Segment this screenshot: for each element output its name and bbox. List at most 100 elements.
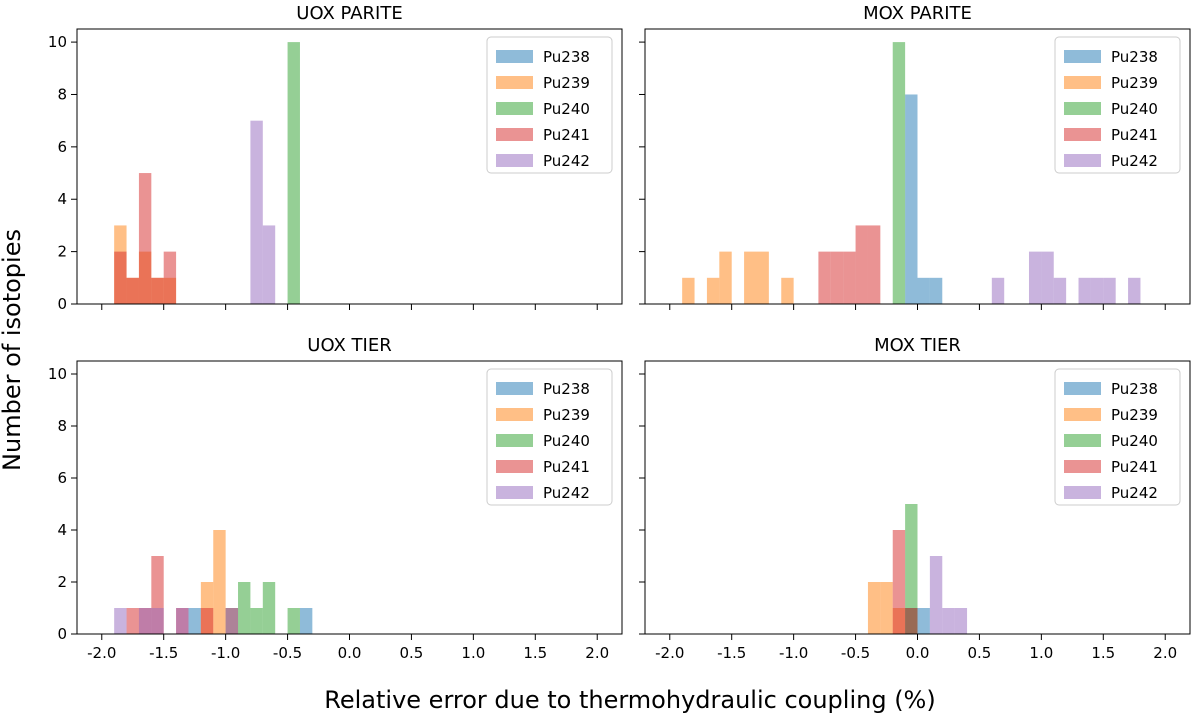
legend-swatch-pu238 (496, 382, 533, 395)
histogram-bar-pu238 (299, 608, 313, 634)
histogram-bar-pu242 (262, 225, 276, 304)
y-tick-label: 10 (48, 33, 67, 51)
figure-xlabel: Relative error due to thermohydraulic co… (324, 686, 935, 714)
histogram-bar-pu240 (238, 582, 251, 634)
legend-swatch-pu238 (496, 50, 533, 63)
x-tick-label: -1.5 (717, 644, 746, 662)
histogram-bar-pu238 (188, 608, 201, 634)
x-tick-label: -1.5 (149, 644, 178, 662)
legend-swatch-pu239 (1064, 408, 1101, 421)
y-tick-label: 8 (57, 417, 67, 435)
histogram-bar-pu242 (1078, 277, 1091, 304)
x-tick-label: -1.0 (211, 644, 240, 662)
legend-swatch-pu240 (496, 102, 533, 115)
legend-label: Pu239 (1111, 74, 1158, 92)
subplot-title: UOX PARITE (296, 3, 402, 24)
y-tick-label: 0 (57, 295, 67, 313)
y-tick-label: 0 (57, 625, 67, 643)
histogram-bar-pu242 (1028, 251, 1042, 304)
legend-swatch-pu241 (496, 460, 533, 473)
histogram-bar-pu242 (942, 608, 955, 634)
legend: Pu238 Pu239 Pu240 Pu241 Pu242 (486, 368, 613, 506)
subplot-title: MOX TIER (874, 335, 961, 356)
histogram-bar-pu242 (954, 608, 968, 634)
legend-label: Pu242 (1111, 152, 1158, 170)
legend-swatch-pu239 (496, 76, 533, 89)
histogram-bar-pu241 (114, 251, 127, 304)
legend-swatch-pu242 (496, 486, 533, 499)
y-tick-label: 2 (57, 243, 67, 261)
legend-label: Pu238 (543, 380, 590, 398)
x-tick-label: -0.5 (273, 644, 302, 662)
legend-label: Pu240 (1111, 432, 1158, 450)
legend-label: Pu241 (1111, 126, 1158, 144)
legend-label: Pu242 (543, 152, 590, 170)
legend-swatch-pu238 (1064, 50, 1101, 63)
histogram-bar-pu241 (855, 225, 868, 304)
histogram-bar-pu239 (682, 277, 695, 304)
histogram-bar-pu241 (867, 225, 881, 304)
legend-swatch-pu241 (496, 128, 533, 141)
subplot-1: UOX PARITE0246810Pu238Pu239Pu240Pu241Pu2… (48, 3, 623, 313)
legend-label: Pu242 (1111, 484, 1158, 502)
x-tick-label: 1.5 (523, 644, 547, 662)
histogram-bar-pu242 (1041, 251, 1054, 304)
legend-label: Pu242 (543, 484, 590, 502)
legend-label: Pu240 (1111, 100, 1158, 118)
histogram-bar-pu241 (126, 608, 139, 634)
y-tick-label: 8 (57, 85, 67, 103)
histogram-bar-pu242 (1090, 277, 1104, 304)
legend-label: Pu241 (543, 458, 590, 476)
histogram-bar-pu242 (176, 608, 189, 634)
histogram-bar-pu239 (867, 582, 881, 634)
legend-swatch-pu239 (1064, 76, 1101, 89)
histogram-bar-pu238 (905, 94, 918, 304)
x-tick-label: 1.0 (1029, 644, 1053, 662)
x-tick-label: -1.0 (779, 644, 808, 662)
histogram-bar-pu242 (1053, 277, 1067, 304)
legend-swatch-pu238 (1064, 382, 1101, 395)
subplot-title: UOX TIER (307, 335, 391, 356)
histogram-bar-pu241 (818, 251, 831, 304)
x-tick-label: 0.5 (968, 644, 992, 662)
y-tick-label: 4 (57, 190, 67, 208)
x-tick-label: 0.0 (906, 644, 930, 662)
histogram-bar-pu239 (756, 251, 769, 304)
legend-swatch-pu242 (496, 154, 533, 167)
histogram-bar-pu241 (843, 251, 856, 304)
subplot-2: MOX PARITE Pu238 Pu239 Pu240 Pu241 Pu242 (639, 3, 1191, 310)
histogram-bar-pu240 (262, 582, 276, 634)
legend: Pu238 Pu239 Pu240 Pu241 Pu242 (1054, 368, 1181, 506)
legend-label: Pu240 (543, 100, 590, 118)
histogram-bar-pu242 (929, 556, 943, 634)
histogram-bar-pu241 (830, 251, 844, 304)
histogram-bar-pu242 (250, 120, 263, 304)
histogram-bar-pu239 (213, 530, 226, 634)
x-tick-label: 1.0 (461, 644, 485, 662)
histogram-bar-pu240 (287, 42, 300, 304)
y-tick-label: 2 (57, 573, 67, 591)
legend-label: Pu239 (1111, 406, 1158, 424)
histogram-bar-pu239 (744, 251, 757, 304)
histogram-bar-pu242 (1103, 277, 1116, 304)
legend-swatch-pu240 (1064, 434, 1101, 447)
histogram-bar-pu240 (250, 608, 263, 634)
legend-label: Pu238 (543, 48, 590, 66)
y-tick-label: 6 (57, 138, 67, 156)
legend-swatch-pu240 (496, 434, 533, 447)
y-tick-label: 6 (57, 469, 67, 487)
histogram-bar-pu239 (781, 277, 794, 304)
histogram-bar-pu238 (929, 277, 943, 304)
legend-label: Pu238 (1111, 380, 1158, 398)
histogram-bar-pu242 (151, 608, 164, 634)
histogram-bar-pu241 (126, 277, 139, 304)
histogram-bar-pu241 (905, 608, 918, 634)
histogram-bar-pu240 (892, 42, 906, 304)
histogram-bar-pu242 (1128, 277, 1141, 304)
histogram-bar-pu239 (719, 251, 732, 304)
histogram-bar-pu241 (138, 173, 152, 304)
histogram-bar-pu239 (706, 277, 720, 304)
histogram-bar-pu241 (200, 608, 214, 634)
histogram-bar-pu239 (880, 582, 893, 634)
